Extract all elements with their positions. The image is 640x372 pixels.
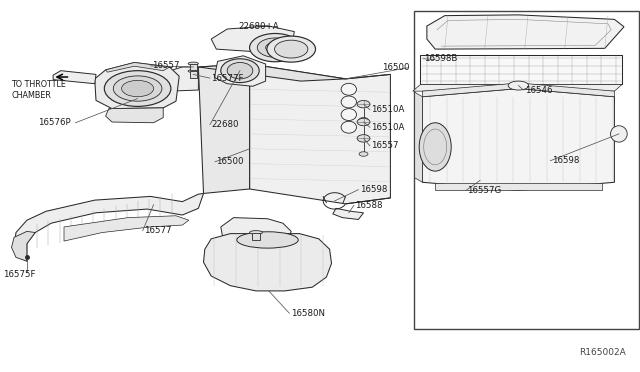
Ellipse shape xyxy=(341,96,356,108)
Ellipse shape xyxy=(341,121,356,133)
Polygon shape xyxy=(106,108,163,123)
Ellipse shape xyxy=(359,152,368,156)
Ellipse shape xyxy=(250,33,301,62)
Ellipse shape xyxy=(250,231,262,234)
Ellipse shape xyxy=(188,62,198,65)
Ellipse shape xyxy=(104,71,171,106)
Ellipse shape xyxy=(113,76,162,101)
Polygon shape xyxy=(14,193,204,261)
Polygon shape xyxy=(422,89,614,190)
Ellipse shape xyxy=(341,83,356,95)
Text: 16500: 16500 xyxy=(382,63,410,72)
Ellipse shape xyxy=(359,118,368,122)
Text: 16598B: 16598B xyxy=(424,54,458,63)
Bar xyxy=(189,64,197,70)
Text: 16557G: 16557G xyxy=(467,186,502,195)
Polygon shape xyxy=(413,84,622,91)
Ellipse shape xyxy=(341,109,356,121)
Text: TO THROTTLE
CHAMBER: TO THROTTLE CHAMBER xyxy=(12,80,67,100)
Bar xyxy=(189,71,197,78)
Bar xyxy=(414,11,639,329)
Ellipse shape xyxy=(227,62,253,79)
Polygon shape xyxy=(333,208,364,219)
Polygon shape xyxy=(211,26,294,51)
Ellipse shape xyxy=(357,100,370,108)
Polygon shape xyxy=(163,67,198,91)
Ellipse shape xyxy=(359,135,368,140)
Polygon shape xyxy=(250,64,390,204)
Text: 22680: 22680 xyxy=(211,120,239,129)
Ellipse shape xyxy=(188,70,198,73)
Ellipse shape xyxy=(357,135,370,142)
Ellipse shape xyxy=(221,59,259,83)
Text: 16546: 16546 xyxy=(525,86,552,94)
Polygon shape xyxy=(204,234,332,291)
Text: 16500: 16500 xyxy=(216,157,244,166)
Polygon shape xyxy=(198,64,250,193)
Text: 16576P: 16576P xyxy=(38,118,71,127)
Text: 16510A: 16510A xyxy=(371,105,404,114)
Bar xyxy=(420,55,622,84)
Text: R165002A: R165002A xyxy=(579,348,626,357)
Polygon shape xyxy=(422,83,614,97)
Polygon shape xyxy=(106,62,170,72)
Polygon shape xyxy=(221,218,291,245)
Text: 22680+A: 22680+A xyxy=(238,22,278,31)
Polygon shape xyxy=(214,56,266,86)
Text: 16577F: 16577F xyxy=(211,74,244,83)
Text: 16577: 16577 xyxy=(144,226,172,235)
Polygon shape xyxy=(435,183,602,190)
Polygon shape xyxy=(198,64,346,81)
Text: 16510A: 16510A xyxy=(371,123,404,132)
Text: 16588: 16588 xyxy=(355,201,383,210)
Ellipse shape xyxy=(419,123,451,171)
Polygon shape xyxy=(64,216,189,241)
Text: 16557: 16557 xyxy=(371,141,399,150)
Polygon shape xyxy=(427,15,624,49)
Ellipse shape xyxy=(275,40,308,58)
Text: 16598: 16598 xyxy=(552,156,579,165)
Ellipse shape xyxy=(122,80,154,97)
Ellipse shape xyxy=(237,232,298,248)
Ellipse shape xyxy=(267,36,316,62)
Text: 16580N: 16580N xyxy=(291,309,325,318)
Polygon shape xyxy=(53,71,96,84)
Polygon shape xyxy=(12,231,35,261)
Text: 16557: 16557 xyxy=(152,61,179,70)
Ellipse shape xyxy=(257,38,293,57)
Polygon shape xyxy=(95,62,179,109)
Polygon shape xyxy=(415,92,422,182)
Ellipse shape xyxy=(611,126,627,142)
Text: 16598: 16598 xyxy=(360,185,387,194)
Ellipse shape xyxy=(357,118,370,126)
Text: 16575F: 16575F xyxy=(3,270,36,279)
Ellipse shape xyxy=(508,81,529,90)
Bar xyxy=(252,232,260,240)
